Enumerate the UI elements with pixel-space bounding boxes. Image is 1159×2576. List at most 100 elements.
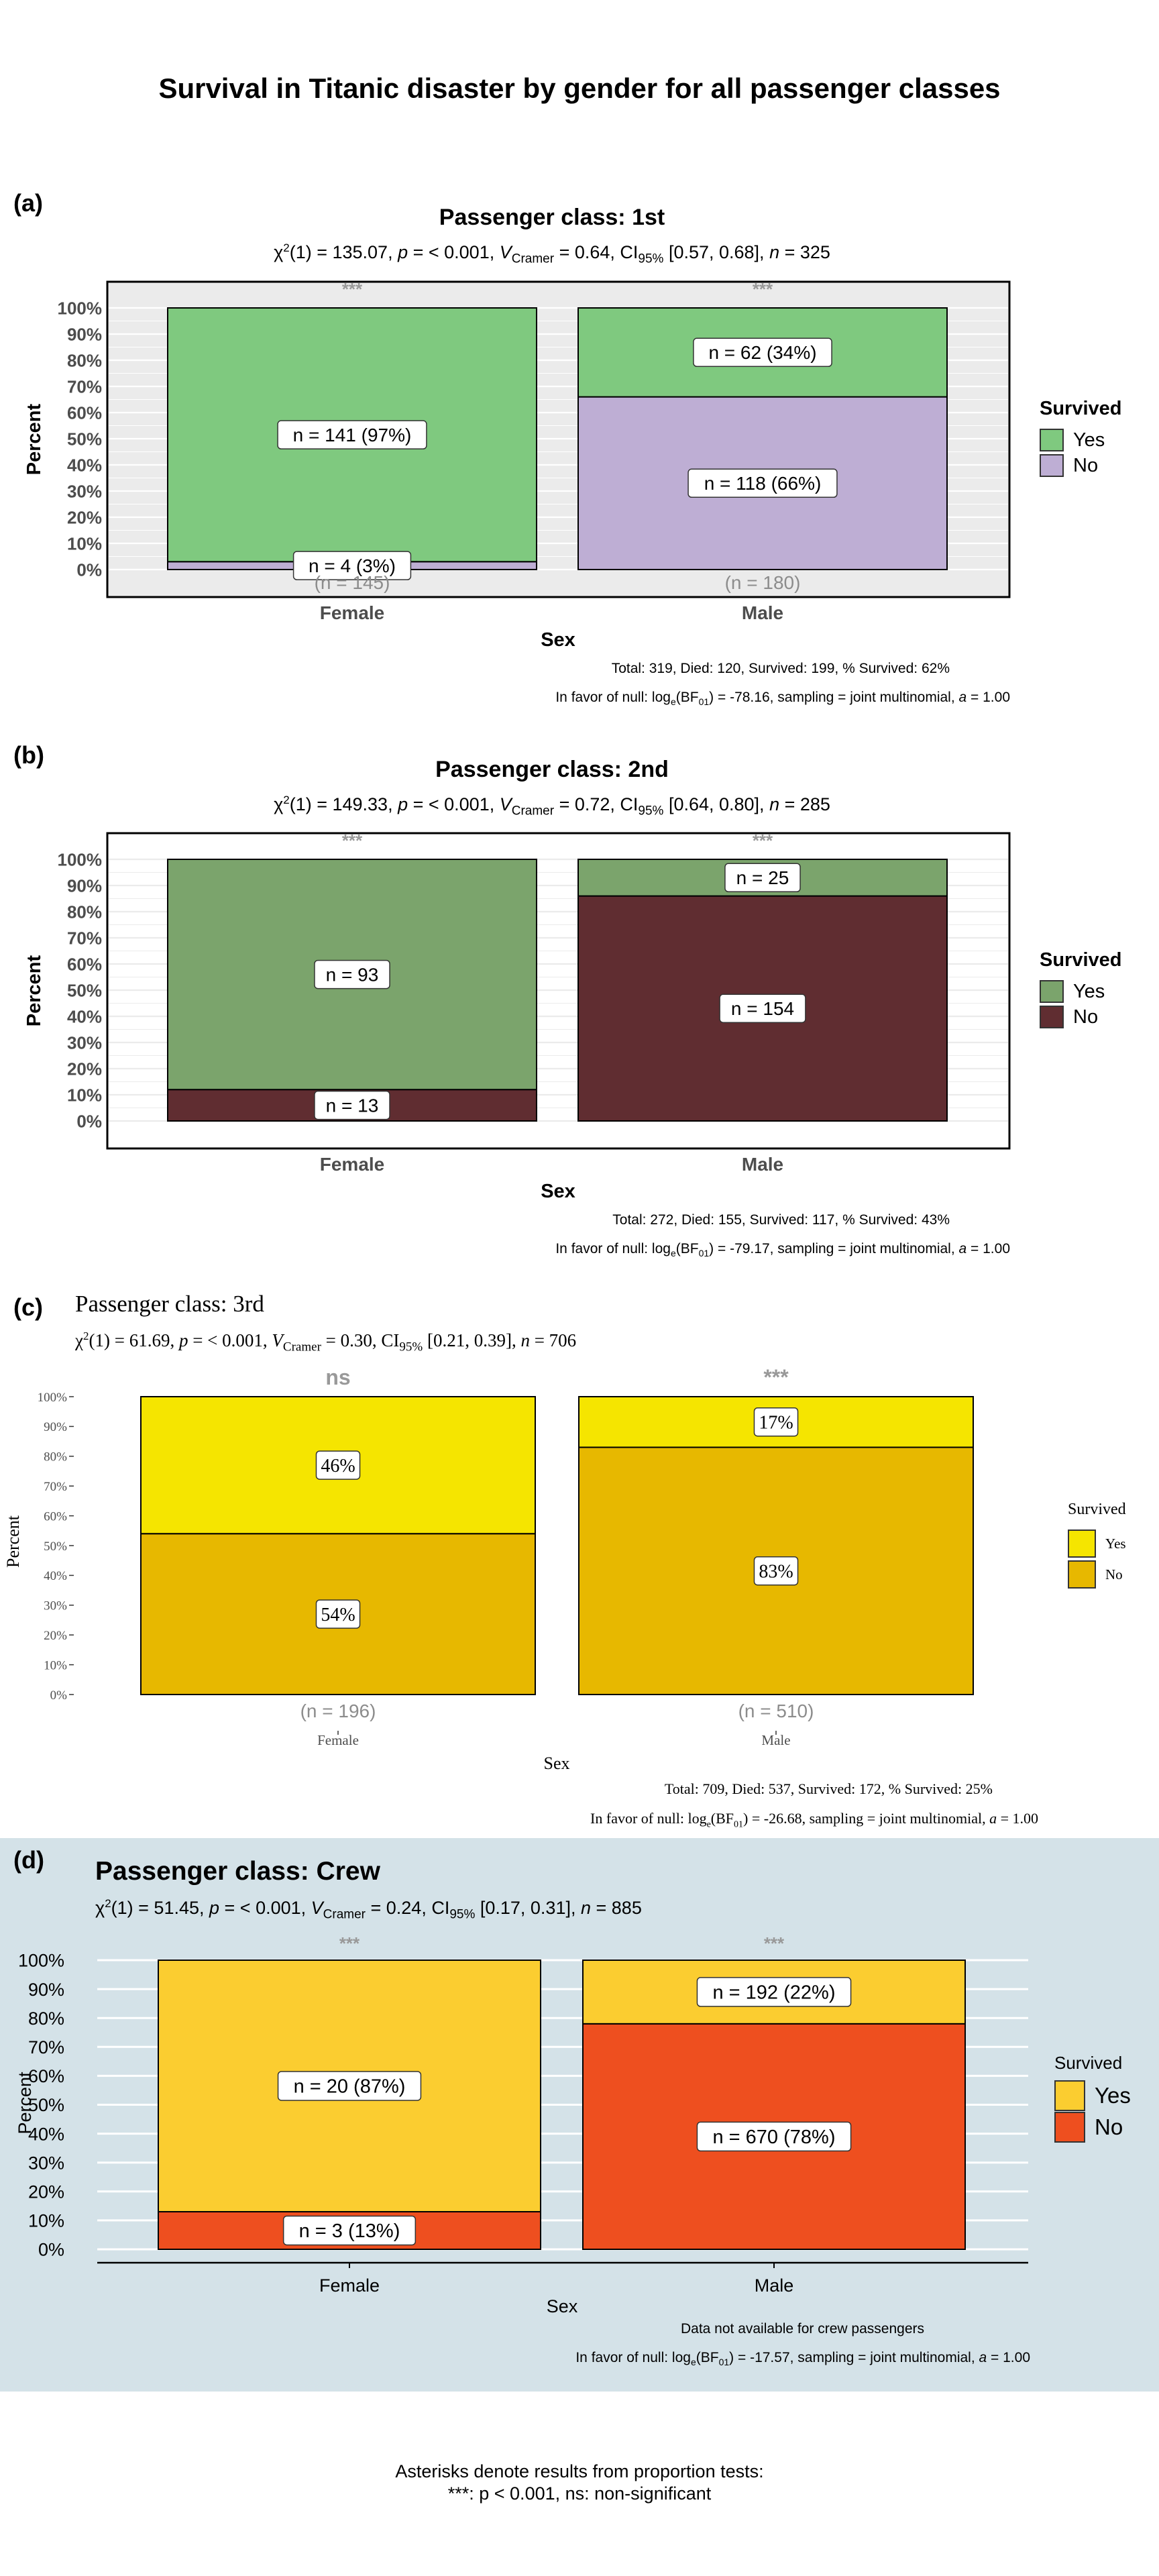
panel-b-subtitle: χ2(1) = 149.33, p = < 0.001, VCramer = 0… — [274, 794, 830, 818]
panel-a-caption-bayes: In favor of null: loge(BF01) = -78.16, s… — [555, 690, 1010, 708]
data-label-no-male-box — [719, 994, 806, 1024]
panel-c-title: Passenger class: 3rd — [75, 1291, 264, 1317]
y-tick-label: 10% — [28, 2211, 64, 2231]
y-tick-label: 40% — [67, 455, 102, 475]
panel-d-ylabel: Percent — [15, 2072, 35, 2135]
panel-d-label: (d) — [13, 1846, 44, 1874]
y-tick-label: 70% — [28, 2037, 64, 2057]
y-tick-label: 50% — [44, 1540, 67, 1554]
y-tick-label: 50% — [67, 980, 102, 1000]
figure-title: Survival in Titanic disaster by gender f… — [158, 72, 1001, 104]
significance-label: *** — [763, 1365, 789, 1389]
panel-c-caption-bayes: In favor of null: loge(BF01) = -26.68, s… — [590, 1810, 1038, 1830]
data-label-no-female-box — [292, 551, 412, 580]
data-label-yes-female: n = 141 (97%) — [293, 425, 412, 445]
y-tick-label: 30% — [44, 1599, 67, 1613]
panel-b-xlabel: Sex — [541, 1181, 575, 1202]
panel-b-title: Passenger class: 2nd — [435, 757, 669, 782]
y-tick-label: 40% — [67, 1006, 102, 1026]
data-label-yes-male-box — [724, 863, 801, 893]
panel-a-caption-totals: Total: 319, Died: 120, Survived: 199, % … — [611, 661, 950, 676]
panel-d-chart: 0% 10% 20% 30% 40% 50% 60% 70% 80% 90% 100% n = 20 … — [15, 1933, 1028, 2316]
panel-a-xlabel: Sex — [541, 629, 575, 651]
panel-c-chart: 0% 10% 20% 30% 40% 50% 60% 70% 80% 90% 100% 46% 54% n… — [3, 1365, 974, 1773]
y-tick-label: 100% — [18, 1951, 64, 1971]
x-tick-label-female: Female — [319, 2275, 380, 2296]
data-label-yes-female: 46% — [321, 1456, 355, 1477]
panel-d-legend-no: No — [1054, 2112, 1123, 2143]
x-tick-label-male: Male — [755, 2275, 794, 2296]
data-label-yes-female-box — [277, 420, 427, 449]
panel-d-caption-note: Data not available for crew passengers — [680, 2321, 924, 2337]
footer-line-1: Asterisks denote results from proportion… — [395, 2461, 764, 2481]
y-tick-label: 10% — [67, 533, 102, 553]
y-tick-label: 10% — [44, 1658, 67, 1672]
data-label-no-female: n = 4 (3%) — [309, 555, 396, 576]
x-tick-label-female: Female — [320, 602, 385, 623]
panel-c-label: (c) — [13, 1293, 43, 1321]
y-tick-label: 60% — [67, 954, 102, 974]
panel-c-subtitle: χ2(1) = 61.69, p = < 0.001, VCramer = 0.… — [75, 1330, 577, 1354]
data-label-yes-female-box — [314, 959, 390, 989]
panel-b-caption-bayes: In favor of null: loge(BF01) = -79.17, s… — [555, 1241, 1010, 1259]
data-label-no-male: n = 154 — [731, 998, 794, 1019]
y-tick-label: 40% — [28, 2124, 64, 2144]
panel-d-subtitle: χ2(1) = 51.45, p = < 0.001, VCramer = 0.… — [95, 1897, 642, 1922]
data-label-no-female-box — [315, 1599, 361, 1629]
panel-c-legend-yes: Yes — [1068, 1529, 1126, 1558]
data-label-yes-male-box — [693, 337, 832, 368]
data-label-no-male: n = 670 (78%) — [713, 2127, 836, 2148]
panel-d-legend-yes: Yes — [1054, 2080, 1131, 2111]
data-label-no-female: n = 3 (13%) — [299, 2220, 400, 2242]
data-label-yes-female-box — [315, 1450, 361, 1480]
y-tick-label: 0% — [76, 559, 102, 580]
y-tick-label: 0% — [50, 1688, 68, 1703]
data-label-no-female: 54% — [321, 1605, 355, 1625]
y-tick-label: 10% — [67, 1085, 102, 1105]
y-tick-label: 90% — [28, 1980, 64, 2000]
data-label-yes-male-box — [696, 1977, 852, 2007]
data-label-yes-female: n = 93 — [326, 964, 379, 985]
x-tick-label-male: Male — [742, 1154, 783, 1175]
legend-swatch-yes — [1054, 2080, 1085, 2111]
y-tick-label: 0% — [38, 2240, 64, 2260]
figure-footer: Asterisks denote results from proportion… — [0, 2461, 1159, 2505]
x-tick-label-male: Male — [742, 602, 783, 623]
y-tick-label: 60% — [67, 402, 102, 423]
panel-a-legend-no: No — [1040, 454, 1098, 477]
y-tick-label: 90% — [67, 324, 102, 344]
y-tick-label: 20% — [67, 1059, 102, 1079]
panel-b-label: (b) — [13, 741, 44, 769]
y-tick-label: 100% — [58, 298, 103, 318]
legend-swatch-no — [1040, 454, 1064, 477]
y-tick-label: 80% — [67, 902, 102, 922]
y-tick-label: 70% — [44, 1480, 67, 1494]
panel-c-xlabel: Sex — [544, 1754, 570, 1773]
x-tick-label-female: Female — [320, 1154, 385, 1175]
y-tick-label: 50% — [67, 429, 102, 449]
y-tick-label: 80% — [67, 350, 102, 370]
data-label-yes-male: n = 192 (22%) — [713, 1982, 836, 2004]
panel-a-legend-yes: Yes — [1040, 429, 1105, 451]
panel-a-subtitle: χ2(1) = 135.07, p = < 0.001, VCramer = 0… — [274, 241, 830, 266]
data-label-yes-female-box — [277, 2071, 422, 2101]
legend-swatch-yes — [1068, 1529, 1096, 1558]
count-label: (n = 510) — [738, 1701, 814, 1721]
panel-c-ylabel: Percent — [3, 1515, 23, 1568]
y-tick-label: 70% — [67, 376, 102, 396]
significance-label: *** — [753, 279, 773, 299]
legend-swatch-no — [1068, 1560, 1096, 1589]
panel-d-xlabel: Sex — [547, 2296, 578, 2316]
data-label-yes-male: n = 62 (34%) — [708, 342, 816, 363]
panel-c-caption-totals: Total: 709, Died: 537, Survived: 172, % … — [664, 1780, 993, 1797]
panel-b-legend-title: Survived — [1040, 949, 1122, 971]
data-label-no-male-box — [687, 468, 838, 498]
panel-b-chart: 0% 10% 20% 30% 40% 50% 60% 70% 80% 90% 100% n = 93 n… — [23, 830, 1011, 1202]
data-label-no-female-box — [282, 2215, 417, 2246]
panel-c-legend-no: No — [1068, 1560, 1123, 1589]
y-tick-label: 30% — [67, 1032, 102, 1053]
count-label: (n = 180) — [725, 572, 801, 593]
y-tick-label: 80% — [28, 2008, 64, 2029]
data-label-no-female-box — [314, 1090, 390, 1120]
y-tick-label: 60% — [44, 1509, 67, 1523]
